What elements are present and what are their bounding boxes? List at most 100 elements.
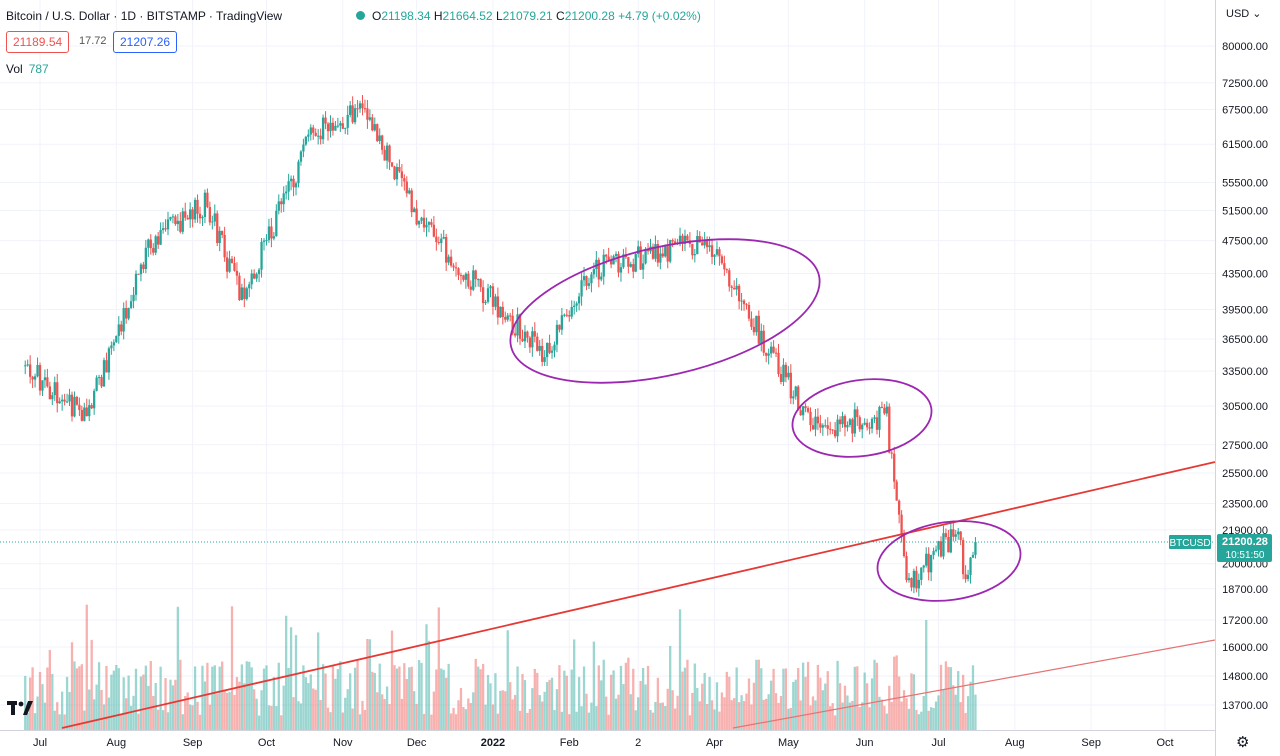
chart-title[interactable]: Bitcoin / U.S. Dollar · 1D · BITSTAMP · … (6, 9, 283, 23)
volume-bar (499, 690, 502, 730)
volume-bar (349, 673, 352, 730)
candle-body (356, 108, 359, 110)
candle-body (550, 350, 554, 353)
candle-body (934, 549, 938, 551)
volume-bar (489, 683, 492, 730)
volume-bar (595, 706, 598, 730)
candle-body (905, 556, 908, 581)
volume-bar (415, 703, 418, 730)
volume-bar (420, 662, 423, 730)
candle-body (467, 273, 470, 287)
volume-bar (356, 660, 359, 730)
volume-bar (351, 708, 354, 730)
candle-body (314, 132, 317, 136)
candle-body (432, 224, 436, 237)
candle-body (792, 396, 795, 399)
candle-body (351, 105, 354, 123)
time-tick-label: Oct (1156, 737, 1173, 749)
candle-body (26, 364, 29, 366)
volume-bar (809, 705, 812, 730)
candle-body (410, 190, 413, 213)
candle-body (331, 122, 335, 131)
candle-body (457, 268, 460, 276)
volume-bar (353, 667, 357, 730)
volume-bar (895, 655, 898, 730)
volume-bar (157, 709, 160, 730)
volume-bar (942, 690, 945, 730)
candle-body (710, 245, 714, 257)
tradingview-logo-icon[interactable] (6, 698, 34, 718)
price-tick-label: 13700.00 (1222, 700, 1268, 712)
settings-gear-icon[interactable]: ⚙ (1236, 734, 1250, 751)
candle-body (469, 286, 472, 290)
candle-body (929, 554, 933, 573)
volume-bar (280, 715, 283, 730)
volume-bar (582, 666, 586, 730)
candle-body (880, 406, 884, 408)
volume-bar (831, 703, 834, 730)
price-tick-label: 21900.00 (1222, 525, 1268, 537)
volume-bar (270, 705, 273, 730)
candle-body (861, 424, 864, 430)
volume-bar (890, 701, 893, 730)
candle-body (543, 357, 546, 362)
volume-bar (698, 701, 701, 730)
candle-body (255, 274, 258, 279)
spread-value: 17.72 (79, 35, 107, 47)
candle-body (885, 406, 888, 414)
volume-bar (637, 697, 640, 730)
currency-selector[interactable]: USD ⌄ (1226, 7, 1262, 20)
volume-bar (614, 698, 618, 730)
buy-button[interactable]: 21207.26 (113, 31, 178, 53)
volume-bar (573, 639, 576, 730)
volume-bar (696, 687, 699, 730)
candle-body (260, 241, 263, 270)
volume-bar (954, 694, 957, 730)
volume-bar (705, 703, 709, 730)
volume-bar (122, 677, 125, 730)
volume-bar (33, 713, 37, 730)
volume-bar (952, 685, 955, 730)
candle-body (853, 409, 856, 434)
volume-bar (944, 661, 948, 730)
candle-body (189, 209, 192, 220)
currency-label: USD (1226, 8, 1250, 20)
candle-body (856, 409, 859, 418)
candle-body (831, 429, 834, 431)
volume-bar (826, 671, 829, 730)
volume-bar (339, 661, 342, 730)
candle-body (801, 406, 805, 416)
volume-bar (110, 674, 113, 730)
time-tick-label: May (778, 737, 799, 749)
candle-body (836, 419, 839, 437)
volume-bar (710, 700, 714, 730)
candle-body (577, 296, 581, 304)
candle-body (531, 331, 534, 348)
volume-bar (777, 702, 780, 730)
candle-body (56, 382, 59, 404)
candle-body (774, 352, 778, 354)
volume-legend[interactable]: Vol 787 (6, 62, 49, 76)
volume-bar (289, 627, 293, 730)
candle-body (607, 256, 610, 261)
candle-body (388, 145, 391, 163)
candle-body (526, 331, 529, 338)
volume-bar (602, 659, 605, 730)
volume-bar (297, 701, 300, 730)
volume-bar (769, 680, 773, 730)
volume-bar (312, 688, 315, 730)
candle-body (408, 190, 411, 194)
volume-bar (457, 700, 460, 730)
volume-bar (176, 606, 180, 730)
volume-bar (666, 688, 669, 730)
volume-bar (469, 702, 472, 730)
candle-body (78, 404, 81, 411)
volume-bar (223, 689, 226, 730)
sell-button[interactable]: 21189.54 (6, 31, 70, 53)
change-value: +4.79 (+0.02%) (618, 9, 701, 23)
candle-body (740, 300, 743, 302)
volume-bar (405, 679, 408, 730)
volume-bar (787, 708, 790, 730)
